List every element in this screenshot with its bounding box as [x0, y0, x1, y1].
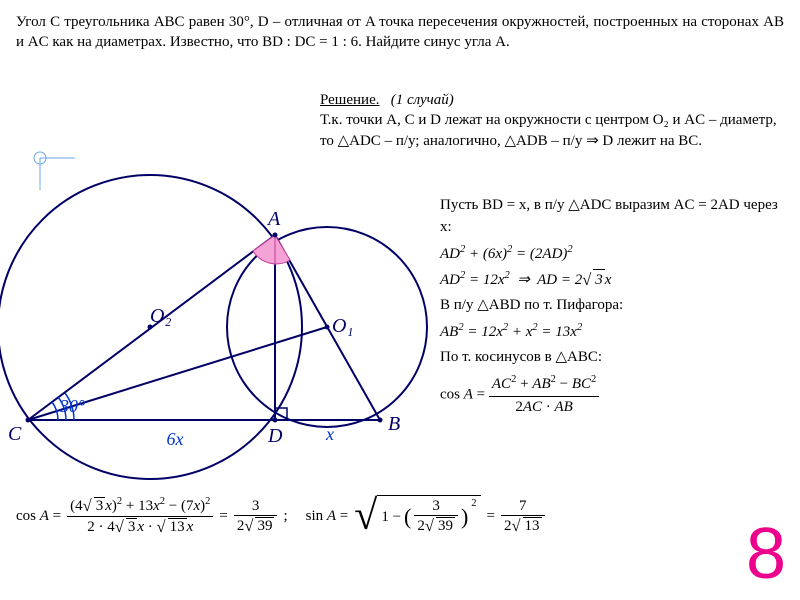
solution-case: (1 случай) [391, 92, 454, 108]
cos-simplified: 3 2√39 [234, 498, 278, 536]
label-o2: O₂ [150, 305, 171, 327]
solution-heading: Решение. [320, 92, 379, 108]
seg-db-label: x [325, 424, 334, 444]
solution-intro: Решение. (1 случай) Т.к. точки A, C и D … [320, 90, 780, 151]
derivation-column: Пусть BD = x, в п/у △ADC выразим AC = 2A… [440, 195, 780, 422]
sin-result: 7 2√13 [501, 498, 545, 536]
angle-a-fill [253, 235, 290, 264]
problem-text: Угол C треугольника ABC равен 30°, D – о… [16, 14, 784, 50]
solution-line1: Т.к. точки A, C и D лежат на окружности … [320, 112, 777, 148]
deriv-eq1: AD2 + (6x)2 = (2AD)2 [440, 242, 780, 266]
label-c: C [8, 423, 22, 445]
deriv-r3: По т. косинусов в △ABC: [440, 347, 780, 369]
problem-statement: Угол C треугольника ABC равен 30°, D – о… [16, 12, 784, 53]
label-o1: O₁ [332, 315, 353, 337]
deriv-r2: В п/у △ABD по т. Пифагора: [440, 295, 780, 317]
angle-c-label: 30° [59, 396, 85, 416]
label-b: B [388, 413, 400, 435]
geometry-diagram: A B C D O₂ O₁ 30° 6x x [0, 150, 430, 480]
bottom-equation: cos A = (4√3x)2 + 13x2 − (7x)2 2 · 4√3x … [16, 495, 786, 538]
deriv-eq2: AD2 = 12x2 ⇒ AD = 2√3x [440, 268, 780, 292]
deriv-r1: Пусть BD = x, в п/у △ADC выразим AC = 2A… [440, 195, 780, 239]
sin-root: √ 1 − ( 3 2√39 )2 [354, 495, 480, 538]
deriv-eq3: AB2 = 12x2 + x2 = 13x2 [440, 320, 780, 344]
label-d: D [267, 425, 283, 447]
slide-number: 8 [746, 518, 786, 590]
label-a: A [266, 208, 281, 230]
seg-cd-label: 6x [167, 429, 184, 449]
cos-big-frac: (4√3x)2 + 13x2 − (7x)2 2 · 4√3x · √13x [67, 496, 213, 537]
cos-formula: cos A = AC2 + AB2 − BC2 2AC · AB [440, 372, 780, 419]
